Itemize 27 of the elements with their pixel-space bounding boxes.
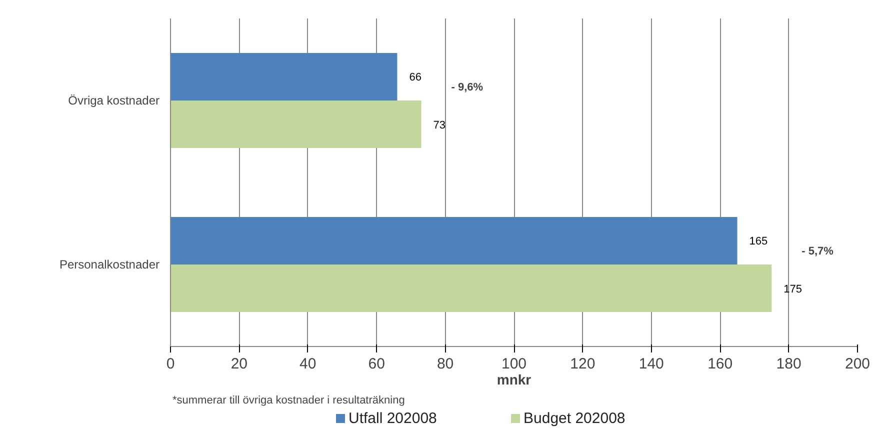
bar xyxy=(170,100,422,148)
bar xyxy=(170,264,772,312)
data-label: 66 xyxy=(409,72,422,84)
bar xyxy=(170,52,398,100)
bar xyxy=(170,216,738,264)
annotation: - 5,7% xyxy=(802,245,834,258)
x-tick-label: 200 xyxy=(844,356,870,372)
x-tick-label: 120 xyxy=(570,356,596,372)
legend-label: Utfall 202008 xyxy=(348,410,437,427)
x-tick-label: 40 xyxy=(300,356,316,372)
x-tick-label: 180 xyxy=(776,356,802,372)
x-tick-label: 80 xyxy=(436,356,454,372)
data-label: 73 xyxy=(433,119,446,132)
y-tick-label: Övriga kostnader xyxy=(68,94,160,108)
x-tick-label: 0 xyxy=(166,356,175,372)
y-tick-label: Personalkostnader xyxy=(59,258,160,272)
data-label: 165 xyxy=(749,236,768,248)
x-tick-label: 160 xyxy=(708,356,733,372)
annotation: - 9,6% xyxy=(451,81,484,94)
x-axis-title: mnkr xyxy=(496,372,532,388)
x-tick-label: 140 xyxy=(638,356,664,372)
data-label: 175 xyxy=(784,283,802,296)
legend-label: Budget 202008 xyxy=(524,410,626,427)
x-tick-label: 60 xyxy=(368,356,385,372)
x-tick-label: 100 xyxy=(501,356,527,372)
text: *summerar till övriga kostnader i resultaträkning xyxy=(172,394,405,406)
x-tick-label: 20 xyxy=(230,356,248,372)
